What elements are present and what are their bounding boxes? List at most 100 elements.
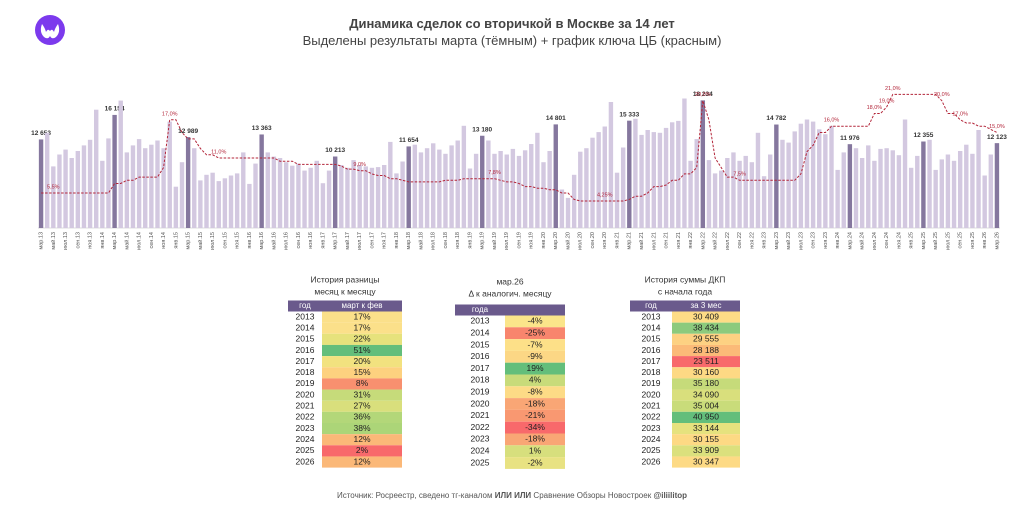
- table-value: 33 909: [693, 445, 719, 455]
- bar: [853, 148, 859, 228]
- bar-label: 18 234: [693, 91, 713, 98]
- table-value: 15%: [353, 367, 370, 377]
- table-value: 19%: [526, 363, 543, 373]
- x-tick-label: сен.22: [737, 232, 743, 249]
- logo: [35, 15, 65, 45]
- bar: [798, 123, 804, 228]
- bar: [332, 156, 338, 228]
- x-tick-label: мар.15: [186, 232, 192, 250]
- x-tick-label: май.18: [417, 232, 424, 250]
- rate-label: 4,25%: [597, 192, 613, 198]
- table-value: -2%: [527, 457, 543, 467]
- bar: [394, 173, 399, 228]
- chart-subtitle: Выделены результаты марта (тёмным) + гра…: [302, 33, 722, 48]
- table-year: 2022: [296, 412, 315, 422]
- table-value: 30 155: [693, 434, 719, 444]
- rate-label: 18,0%: [867, 105, 883, 111]
- x-tick-label: июл.17: [357, 232, 363, 250]
- bar: [823, 134, 828, 228]
- bar: [522, 150, 528, 228]
- x-tick-label: мар.19: [480, 232, 486, 250]
- bar: [400, 161, 405, 228]
- bar: [970, 153, 975, 228]
- table-cell: [672, 434, 740, 446]
- bar: [694, 139, 699, 228]
- bar: [69, 158, 74, 228]
- bar: [320, 183, 326, 228]
- bar: [676, 120, 681, 228]
- bar: [669, 122, 675, 228]
- table-cell: [505, 327, 565, 340]
- bar: [308, 167, 313, 228]
- bar: [994, 143, 1000, 228]
- x-tick-label: мар.26: [994, 232, 1000, 250]
- bar: [982, 175, 987, 228]
- x-tick-label: сен.23: [811, 232, 817, 249]
- handle: @iliilitop: [653, 491, 688, 500]
- bar: [87, 139, 93, 228]
- x-tick-label: ноя.17: [382, 232, 388, 249]
- x-tick-label: май.19: [491, 232, 498, 250]
- bar: [167, 121, 172, 228]
- bar: [553, 124, 558, 228]
- rate-label: 20,0%: [934, 92, 950, 98]
- bar-label: 12 989: [178, 128, 198, 135]
- table-year: 2019: [642, 378, 661, 388]
- rate-label: 7,5%: [733, 172, 746, 178]
- x-tick-label: ноя.21: [676, 232, 682, 249]
- bar-label: 10 213: [325, 147, 345, 154]
- bar: [247, 183, 252, 228]
- table-cell: [322, 434, 402, 446]
- table-value: 17%: [353, 311, 370, 321]
- bar: [945, 154, 951, 228]
- table-header: [288, 300, 402, 312]
- table-value: 38 434: [693, 322, 719, 332]
- table-year: 2022: [471, 422, 490, 432]
- bar: [38, 139, 44, 228]
- table-year: 2018: [642, 367, 661, 377]
- bar: [627, 120, 632, 228]
- table-value: -18%: [525, 398, 545, 408]
- bar: [602, 126, 607, 228]
- x-tick-label: июл.14: [137, 232, 143, 250]
- x-tick-label: мар.24: [847, 232, 853, 250]
- table-year: 2024: [471, 445, 490, 455]
- bar: [185, 137, 191, 228]
- bar-label: 12 653: [31, 130, 51, 137]
- x-tick-label: ноя.18: [455, 232, 461, 249]
- bar: [786, 142, 791, 228]
- bar: [412, 144, 418, 228]
- bar: [951, 160, 957, 228]
- bar: [817, 129, 822, 228]
- bar: [859, 158, 865, 228]
- x-tick-label: янв.16: [247, 232, 253, 249]
- bar: [927, 139, 932, 228]
- x-tick-label: июл.18: [431, 232, 437, 250]
- x-tick-label: янв.19: [467, 232, 473, 249]
- x-tick-label: июл.22: [725, 232, 731, 250]
- bar: [620, 147, 626, 228]
- bar: [890, 150, 895, 228]
- x-tick-label: июл.20: [578, 232, 584, 250]
- rate-label: 17,0%: [952, 111, 968, 117]
- table-year: 2017: [642, 356, 661, 366]
- table-value: 22%: [353, 334, 370, 344]
- x-tick-label: сен.25: [958, 232, 964, 249]
- bar: [296, 163, 301, 228]
- bar: [486, 140, 491, 228]
- table-cell: [322, 411, 402, 423]
- bar: [565, 197, 571, 228]
- table-cell: [505, 457, 565, 469]
- bar: [149, 144, 154, 228]
- x-tick-label: мар.25: [921, 232, 927, 250]
- table-value: -18%: [525, 434, 545, 444]
- x-tick-label: янв.25: [909, 232, 915, 249]
- table-year: 2019: [471, 386, 490, 396]
- bar: [431, 143, 436, 228]
- bar: [277, 158, 283, 228]
- bar-label: 16 154: [105, 106, 125, 113]
- x-tick-label: янв.23: [762, 232, 768, 249]
- table-year: 2026: [296, 456, 315, 466]
